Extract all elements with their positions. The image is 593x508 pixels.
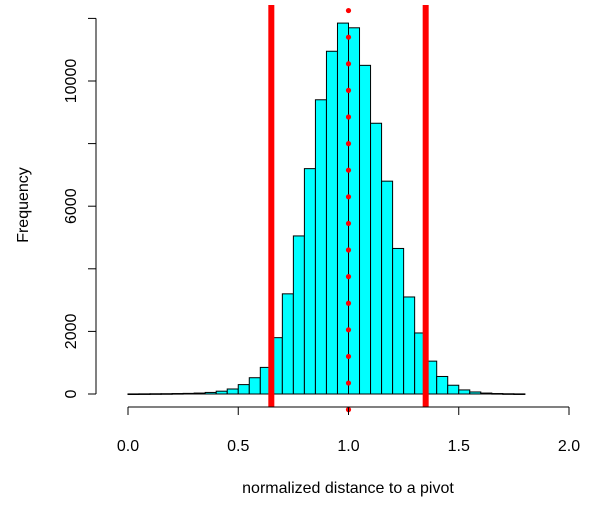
histogram-bar — [171, 393, 184, 395]
center-dot — [345, 141, 352, 147]
histogram-bar — [392, 247, 405, 395]
histogram-bar — [502, 393, 515, 395]
x-tick-label: 0.0 — [117, 438, 139, 455]
histogram-bar — [359, 64, 372, 395]
histogram-bar — [447, 384, 460, 395]
center-dot — [345, 247, 352, 253]
histogram-bar — [237, 384, 250, 395]
center-dot — [345, 220, 352, 227]
histogram-bar — [182, 392, 195, 395]
x-axis: 0.0 0.5 1.0 1.5 2.0 — [117, 406, 580, 455]
threshold-lines — [268, 5, 429, 407]
histogram-bar — [325, 50, 338, 395]
center-dot — [345, 194, 352, 200]
x-tick-label: 0.5 — [227, 438, 249, 455]
histogram-bars — [127, 22, 526, 396]
histogram-bar — [281, 293, 294, 395]
histogram-bar — [458, 389, 471, 395]
histogram-bar — [513, 393, 526, 395]
center-dot — [345, 114, 352, 120]
histogram-bar — [215, 390, 228, 395]
histogram-bar — [336, 22, 350, 395]
histogram-bar — [381, 180, 394, 395]
center-dot — [345, 274, 352, 280]
histogram-bar — [370, 122, 383, 395]
histogram-bar — [248, 377, 261, 395]
histogram-bar — [314, 99, 327, 395]
x-axis-title: normalized distance to a pivot — [242, 480, 454, 497]
center-dot — [345, 380, 352, 386]
center-dot — [345, 87, 352, 93]
center-dot — [345, 327, 352, 333]
center-dot — [345, 167, 352, 173]
x-tick-label: 1.0 — [337, 438, 359, 455]
center-dot — [345, 61, 352, 67]
histogram-bar — [149, 393, 162, 395]
histogram-bar — [403, 296, 416, 395]
x-tick-label: 1.5 — [448, 438, 470, 455]
histogram-bar — [160, 393, 173, 395]
y-axis: 0 2000 6000 10000 — [63, 17, 97, 398]
center-dot — [345, 353, 352, 360]
histogram-bar — [193, 392, 206, 395]
histogram-bar — [491, 393, 504, 395]
histogram-bar — [303, 168, 316, 395]
center-dot — [345, 7, 352, 14]
y-axis-title: Frequency — [15, 167, 32, 243]
histogram-bar — [480, 392, 493, 395]
histogram-bar — [348, 27, 361, 395]
x-tick-label: 2.0 — [558, 438, 580, 455]
y-tick-label: 0 — [63, 389, 80, 398]
center-dot — [345, 34, 352, 40]
histogram-bar — [226, 388, 239, 395]
histogram-bar — [127, 393, 140, 396]
histogram-bar — [138, 393, 151, 395]
y-tick-label: 2000 — [63, 314, 80, 350]
center-dot — [345, 300, 352, 306]
histogram-bar — [469, 391, 482, 395]
y-tick-label: 6000 — [63, 188, 80, 224]
histogram-bar — [204, 391, 217, 395]
center-dotted-line — [345, 7, 352, 413]
y-tick-label: 10000 — [63, 59, 80, 104]
histogram-bar — [292, 235, 305, 395]
histogram-bar — [436, 375, 449, 395]
